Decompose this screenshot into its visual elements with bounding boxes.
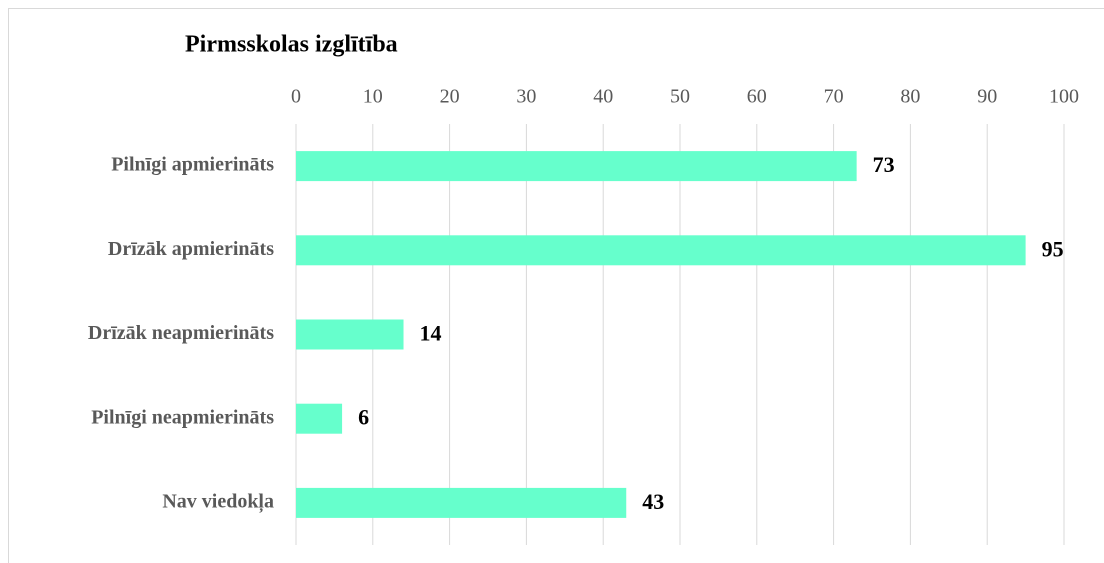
y-tick-label: Pilnīgi apmierināts: [111, 154, 274, 176]
bar: [296, 487, 627, 518]
bar: [296, 235, 1026, 266]
x-tick-label: 20: [440, 86, 460, 108]
x-tick-label: 10: [363, 86, 383, 108]
x-tick-label: 70: [824, 86, 844, 108]
chart-border: [8, 8, 1104, 563]
y-tick-label: Drīzāk neapmierināts: [88, 322, 274, 344]
bar: [296, 319, 404, 350]
y-tick-label: Pilnīgi neapmierināts: [91, 406, 274, 428]
x-tick-label: 60: [747, 86, 767, 108]
bar: [296, 403, 343, 434]
data-label: 73: [873, 152, 895, 177]
data-label: 95: [1042, 236, 1064, 261]
x-tick-label: 100: [1049, 86, 1079, 108]
data-label: 14: [420, 321, 442, 346]
bar: [296, 151, 857, 182]
x-tick-label: 50: [670, 86, 690, 108]
y-tick-label: Nav viedokļa: [162, 490, 274, 513]
data-label: 6: [358, 405, 369, 430]
y-tick-label: Drīzāk apmierināts: [108, 238, 274, 260]
x-tick-label: 80: [900, 86, 920, 108]
x-tick-label: 90: [977, 86, 997, 108]
x-tick-label: 0: [291, 86, 301, 108]
data-label: 43: [642, 489, 664, 514]
x-tick-label: 40: [593, 86, 613, 108]
chart-title: Pirmsskolas izglītība: [185, 32, 398, 58]
x-tick-label: 30: [516, 86, 536, 108]
